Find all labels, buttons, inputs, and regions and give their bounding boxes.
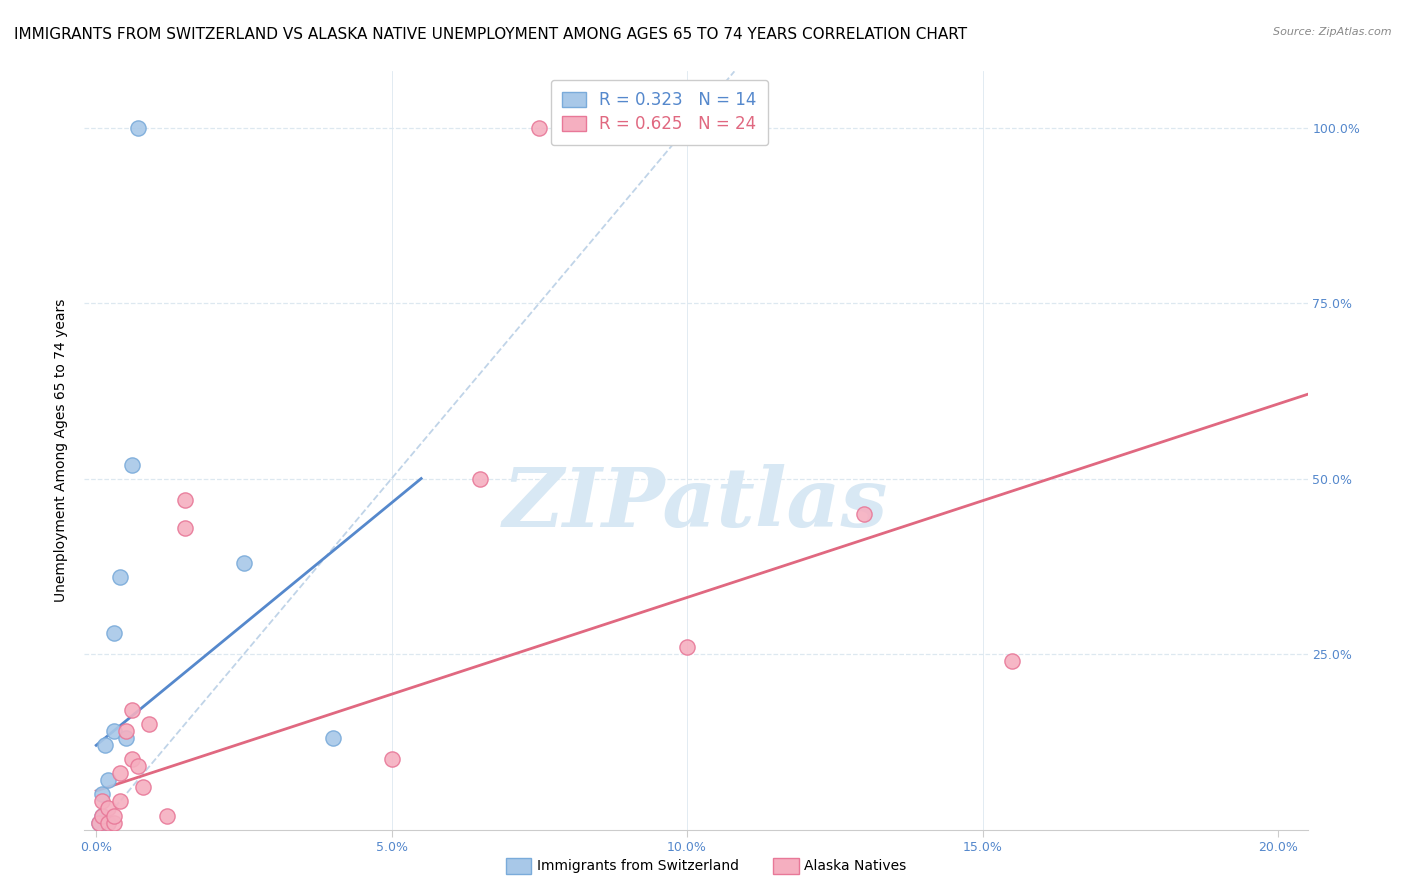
Point: [529, 120, 551, 135]
Text: Immigrants from Switzerland: Immigrants from Switzerland: [537, 859, 740, 873]
Point: [138, 717, 160, 731]
Point: [322, 731, 344, 746]
Legend: R = 0.323   N = 14, R = 0.625   N = 24: R = 0.323 N = 14, R = 0.625 N = 24: [551, 79, 768, 145]
Point: [381, 752, 404, 766]
Point: [853, 507, 876, 521]
Point: [1001, 654, 1024, 668]
Point: [132, 780, 155, 795]
Text: ZIPatlas: ZIPatlas: [503, 464, 889, 543]
Point: [121, 752, 143, 766]
Point: [97, 815, 120, 830]
Point: [232, 556, 254, 570]
Point: [121, 703, 143, 717]
Point: [103, 724, 125, 739]
Point: [91, 808, 114, 822]
Point: [94, 739, 117, 753]
Text: IMMIGRANTS FROM SWITZERLAND VS ALASKA NATIVE UNEMPLOYMENT AMONG AGES 65 TO 74 YE: IMMIGRANTS FROM SWITZERLAND VS ALASKA NA…: [14, 27, 967, 42]
Point: [91, 795, 114, 809]
Point: [114, 724, 136, 739]
Point: [114, 731, 136, 746]
Point: [103, 808, 125, 822]
Point: [89, 815, 111, 830]
Point: [108, 795, 131, 809]
Text: Source: ZipAtlas.com: Source: ZipAtlas.com: [1274, 27, 1392, 37]
Point: [173, 521, 195, 535]
Y-axis label: Unemployment Among Ages 65 to 74 years: Unemployment Among Ages 65 to 74 years: [55, 299, 69, 602]
Point: [470, 471, 492, 485]
Point: [91, 788, 114, 802]
Point: [156, 808, 179, 822]
Point: [127, 759, 149, 773]
Point: [97, 801, 120, 815]
Point: [103, 815, 125, 830]
Point: [127, 120, 149, 135]
Point: [108, 766, 131, 780]
Point: [173, 492, 195, 507]
Point: [91, 808, 114, 822]
Point: [121, 458, 143, 472]
Point: [97, 773, 120, 788]
Text: Alaska Natives: Alaska Natives: [804, 859, 907, 873]
Point: [89, 815, 111, 830]
Point: [97, 815, 120, 830]
Point: [676, 640, 699, 654]
Point: [103, 626, 125, 640]
Point: [108, 570, 131, 584]
